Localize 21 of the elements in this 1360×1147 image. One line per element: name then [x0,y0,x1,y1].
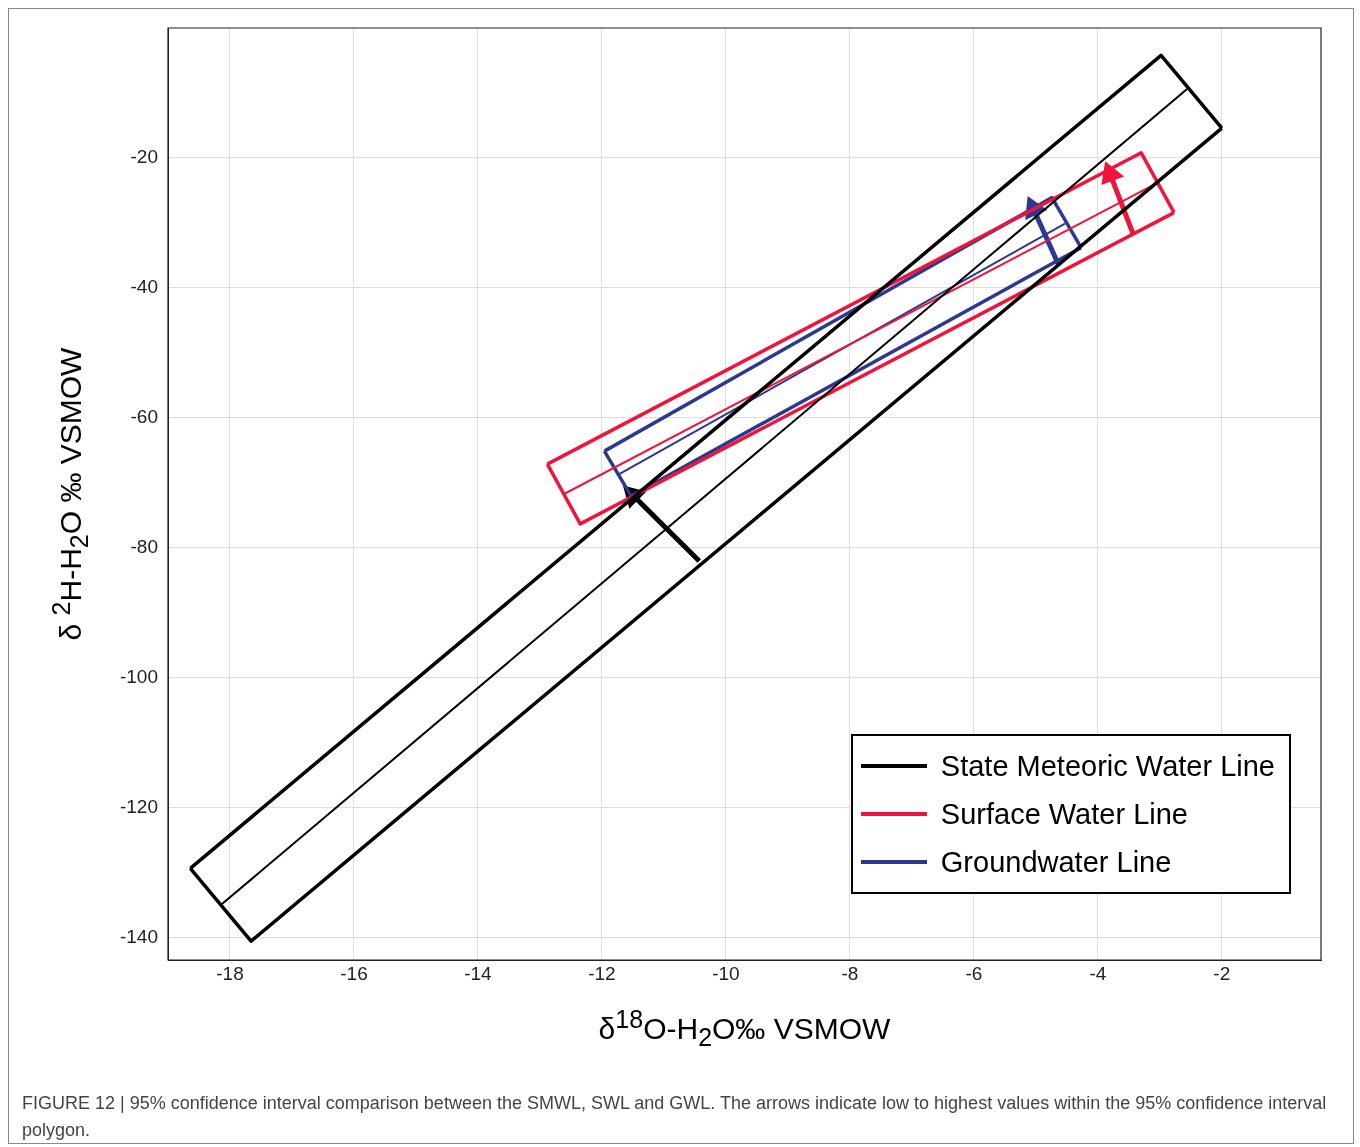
y-tick-label: -60 [130,406,158,428]
x-tick-label: -2 [1213,962,1231,984]
caption: FIGURE 12 | 95% confidence interval comparison between the SMWL, SWL and GWL. The arrows indicate low to highest values within the 95% confidence interval polygon. [22,1092,1328,1142]
y-tick-label: -80 [130,536,158,558]
x-tick-label: -8 [841,962,859,984]
y-tick-label: -100 [119,666,158,688]
x-tick-label: -4 [1089,962,1107,984]
x-tick-label: -12 [588,962,616,984]
x-tick-label: -10 [712,962,740,984]
x-tick-label: -6 [965,962,983,984]
y-tick-label: -120 [119,796,158,818]
x-axis-title: δ$^{18}$O-H$_{2}$O‰ VSMOW [597,1005,892,1052]
legend-label: Surface Water Line [940,797,1188,831]
y-tick-label: -140 [119,926,158,948]
legend-label: State Meteoric Water Line [940,749,1275,783]
x-tick-label: -14 [464,962,493,984]
y-tick-label: -40 [130,276,158,298]
x-tick-label: -18 [216,962,244,984]
y-tick-label: -20 [130,146,158,168]
legend-label: Groundwater Line [940,845,1172,879]
x-tick-label: -16 [340,962,368,984]
